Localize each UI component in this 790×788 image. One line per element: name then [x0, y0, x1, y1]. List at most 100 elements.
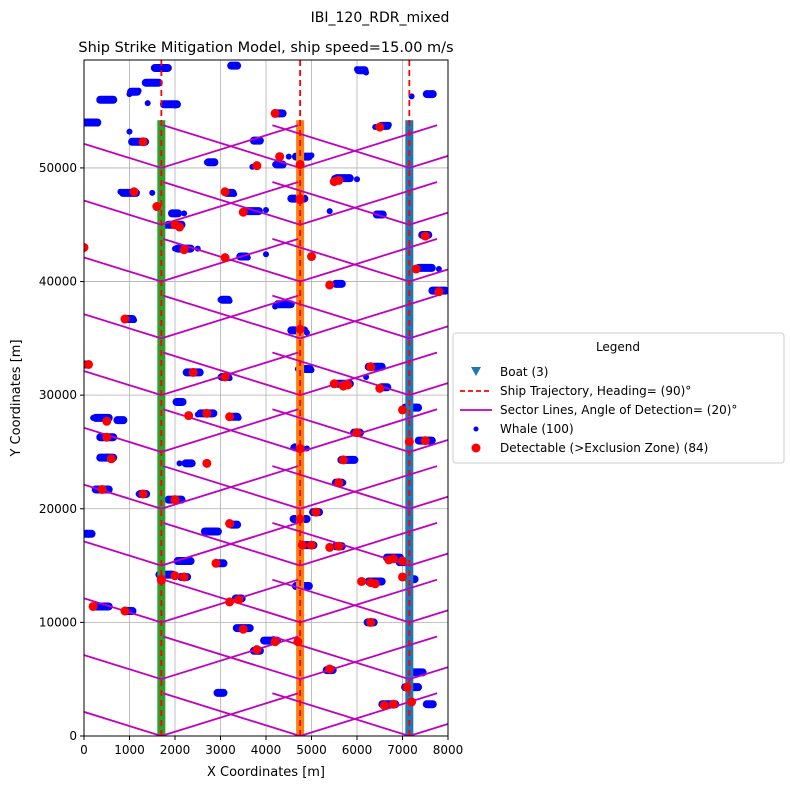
- whale-track: [181, 459, 196, 468]
- legend-entry-label: Ship Trajectory, Heading= (90)°: [500, 384, 691, 398]
- x-tick-label: 4000: [251, 743, 282, 757]
- sector-line: [272, 294, 410, 340]
- detectable-point: [295, 444, 305, 454]
- boat-track: [296, 120, 305, 736]
- whale-point: [231, 62, 238, 69]
- sector-line: [84, 710, 162, 736]
- sector-line: [299, 351, 438, 397]
- y-tick-label: 30000: [39, 388, 77, 402]
- sector-line: [162, 351, 301, 397]
- detectable-point: [366, 362, 376, 372]
- sector-line: [299, 237, 438, 283]
- whale-point: [354, 176, 360, 183]
- detectable-point: [138, 489, 148, 499]
- whale-point: [335, 280, 342, 287]
- detectable-point: [398, 405, 407, 415]
- detectable-point: [334, 541, 344, 551]
- chart-suptitle: IBI_120_RDR_mixed: [311, 10, 450, 26]
- sector-line: [299, 408, 438, 453]
- sector-line: [299, 124, 438, 169]
- detectable-point: [156, 575, 166, 585]
- whale-point: [149, 189, 156, 196]
- legend-marker-whale: [473, 426, 479, 432]
- detectable-point: [252, 645, 262, 655]
- detectable-point: [220, 372, 230, 382]
- sector-line: [84, 199, 162, 226]
- detectable-point: [184, 411, 194, 421]
- sector-line: [84, 256, 162, 283]
- detectable-point: [404, 437, 414, 447]
- whale-point: [272, 303, 279, 310]
- detectable-point: [225, 597, 235, 607]
- detectable-point: [106, 454, 116, 464]
- whale-point: [90, 414, 97, 421]
- y-axis-ticks: 0 10000 20000 30000 40000 50000: [39, 161, 84, 743]
- x-axis-label: X Coordinates [m]: [207, 765, 325, 780]
- sector-line: [162, 465, 301, 510]
- sector-line: [84, 313, 162, 340]
- detectable-point: [102, 416, 112, 426]
- detectable-point: [175, 222, 185, 232]
- detectable-point: [152, 202, 162, 212]
- whale-point: [176, 460, 183, 467]
- whale-point: [194, 411, 201, 418]
- detectable-point: [375, 383, 385, 393]
- sector-line: [299, 578, 438, 624]
- sector-line: [299, 465, 438, 510]
- x-tick-label: 5000: [296, 743, 327, 757]
- whale-point: [203, 159, 210, 166]
- legend-marker-boat: [471, 367, 481, 376]
- detectable-point: [398, 556, 407, 566]
- sector-line: [299, 522, 438, 567]
- boat-track: [157, 120, 166, 736]
- detectable-point: [352, 428, 362, 438]
- detectable-point: [357, 576, 367, 586]
- detectable-point: [325, 542, 335, 552]
- y-tick-label: 40000: [39, 275, 77, 289]
- whale-point: [244, 254, 251, 261]
- whale-point: [385, 121, 392, 128]
- detectable-point: [202, 458, 212, 468]
- sector-line: [84, 142, 162, 169]
- sector-line: [84, 483, 162, 510]
- whale-point: [172, 245, 178, 252]
- x-tick-label: 8000: [433, 743, 464, 757]
- detectable-point: [434, 287, 444, 297]
- detectable-point: [325, 280, 335, 290]
- whale-point: [94, 120, 101, 127]
- x-tick-label: 6000: [342, 743, 373, 757]
- whale-track: [159, 100, 181, 109]
- sector-line: [409, 666, 448, 681]
- sector-line: [272, 465, 410, 510]
- detectable-point: [295, 195, 305, 205]
- whale-point: [285, 153, 292, 160]
- detectable-point: [388, 699, 398, 709]
- detectable-point: [329, 379, 339, 389]
- x-tick-label: 2000: [160, 743, 191, 757]
- sector-line: [84, 426, 162, 453]
- whale-point: [144, 100, 151, 107]
- detectable-point: [343, 380, 353, 390]
- whale-point: [263, 206, 269, 213]
- whale-point: [158, 64, 165, 71]
- sector-line: [272, 692, 410, 736]
- sector-line: [272, 408, 410, 453]
- detectable-point: [307, 540, 316, 550]
- detectable-point: [407, 697, 417, 707]
- y-tick-label: 0: [69, 729, 77, 743]
- sector-line: [409, 722, 448, 736]
- whale-point: [308, 367, 315, 374]
- x-tick-label: 7000: [387, 743, 418, 757]
- sector-line: [409, 268, 448, 283]
- detectable-point: [84, 359, 94, 369]
- x-tick-label: 1000: [114, 743, 145, 757]
- sector-line: [162, 522, 301, 567]
- whale-point: [149, 79, 156, 86]
- whale-track: [422, 700, 437, 709]
- detectable-point: [202, 408, 212, 418]
- whale-point: [354, 66, 360, 73]
- sector-line: [84, 597, 162, 624]
- sector-line: [409, 325, 448, 340]
- detectable-point: [188, 367, 198, 377]
- whale-point: [172, 102, 178, 109]
